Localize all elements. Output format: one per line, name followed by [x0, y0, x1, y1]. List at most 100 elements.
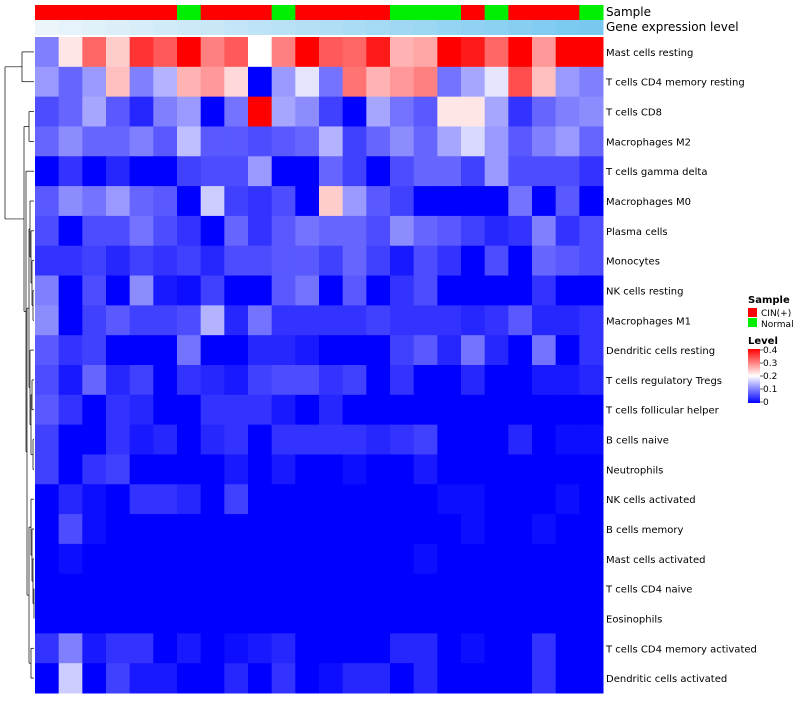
heatmap-cell	[579, 543, 604, 575]
heatmap-cell	[200, 663, 225, 694]
heatmap-cell	[532, 37, 557, 68]
heatmap-cell	[106, 454, 131, 485]
heatmap-cell	[413, 603, 438, 634]
heatmap-cell	[82, 603, 107, 634]
heatmap-cell	[319, 603, 344, 634]
heatmap-cell	[484, 514, 509, 545]
heatmap-cell	[129, 484, 154, 515]
heatmap-cell	[319, 663, 344, 694]
heatmap-cell	[200, 543, 225, 575]
heatmap-cell	[366, 96, 391, 127]
heatmap-cell	[484, 156, 509, 187]
heatmap-cell	[342, 37, 367, 68]
heatmap-cell	[390, 394, 415, 426]
heatmap-cell	[532, 245, 557, 277]
heatmap-cell	[390, 156, 415, 187]
heatmap-cell	[153, 365, 178, 396]
heatmap-cell	[390, 215, 415, 247]
row-label: B cells naive	[606, 436, 669, 447]
sample-cell	[35, 5, 60, 20]
heatmap-cell	[461, 335, 486, 366]
heatmap-cell	[248, 335, 273, 366]
heatmap-cell	[106, 633, 131, 664]
row-label: T cells CD4 memory resting	[605, 78, 745, 89]
heatmap-cell	[532, 156, 557, 187]
heatmap-cell	[271, 66, 296, 98]
heatmap-cell	[437, 96, 462, 127]
legend-level-title: Level	[748, 336, 778, 347]
expression-cell	[224, 20, 249, 35]
heatmap-cell	[153, 454, 178, 485]
heatmap-cell	[200, 156, 225, 187]
heatmap-cell	[437, 573, 462, 605]
heatmap-cell	[413, 126, 438, 157]
heatmap-cell	[342, 245, 367, 277]
heatmap-cell	[129, 215, 154, 247]
heatmap-cell	[342, 66, 367, 98]
expression-cell	[508, 20, 533, 35]
heatmap-cell	[35, 454, 60, 485]
heatmap-cell	[319, 543, 344, 575]
heatmap-cell	[461, 633, 486, 664]
heatmap-cell	[177, 514, 202, 545]
heatmap-cell	[129, 37, 154, 68]
heatmap-cell	[153, 394, 178, 426]
heatmap-cell	[532, 275, 557, 306]
heatmap-cell	[82, 96, 107, 127]
heatmap-cell	[532, 484, 557, 515]
row-label: Eosinophils	[606, 614, 662, 625]
heatmap-cell	[295, 424, 320, 455]
heatmap-cell	[58, 305, 83, 336]
heatmap-cell	[129, 394, 154, 426]
heatmap-cell	[129, 245, 154, 277]
heatmap-cell	[342, 454, 367, 485]
heatmap-cell	[342, 186, 367, 217]
heatmap-cell	[579, 424, 604, 455]
heatmap-cell	[82, 365, 107, 396]
heatmap-cell	[271, 424, 296, 455]
expression-cell	[413, 20, 438, 35]
heatmap-cell	[200, 245, 225, 277]
heatmap-cell	[319, 156, 344, 187]
heatmap-cell	[35, 633, 60, 664]
heatmap-cell	[129, 454, 154, 485]
heatmap-cell	[295, 156, 320, 187]
heatmap-cell	[35, 305, 60, 336]
heatmap-cell	[177, 156, 202, 187]
heatmap-cell	[342, 514, 367, 545]
heatmap-cell	[58, 543, 83, 575]
heatmap-cell	[532, 514, 557, 545]
heatmap-cell	[106, 305, 131, 336]
heatmap-cell	[366, 454, 391, 485]
heatmap-cell	[508, 454, 533, 485]
heatmap-cell	[366, 245, 391, 277]
heatmap-cell	[413, 96, 438, 127]
heatmap-cell	[413, 66, 438, 98]
heatmap-cell	[224, 66, 249, 98]
heatmap-cell	[58, 514, 83, 545]
heatmap-cell	[295, 96, 320, 127]
heatmap-cell	[532, 543, 557, 575]
heatmap-cell	[579, 454, 604, 485]
heatmap-cell	[177, 365, 202, 396]
heatmap-cell	[342, 335, 367, 366]
expression-cell	[177, 20, 202, 35]
heatmap-cell	[413, 543, 438, 575]
heatmap-cell	[342, 126, 367, 157]
heatmap-cell	[508, 215, 533, 247]
heatmap-cell	[319, 633, 344, 664]
heatmap-cell	[177, 335, 202, 366]
heatmap-cell	[461, 365, 486, 396]
legend: Sample CIN(+) Normal Level 0.4 0.3 0.2 0.1 0	[748, 295, 794, 408]
heatmap-cell	[484, 96, 509, 127]
heatmap-cell	[484, 126, 509, 157]
heatmap-cell	[390, 245, 415, 277]
heatmap-cell	[58, 484, 83, 515]
heatmap-cell	[390, 633, 415, 664]
heatmap-cell	[484, 335, 509, 366]
heatmap-cell	[555, 186, 580, 217]
heatmap-cell	[461, 66, 486, 98]
heatmap-cell	[413, 394, 438, 426]
heatmap-cell	[200, 484, 225, 515]
